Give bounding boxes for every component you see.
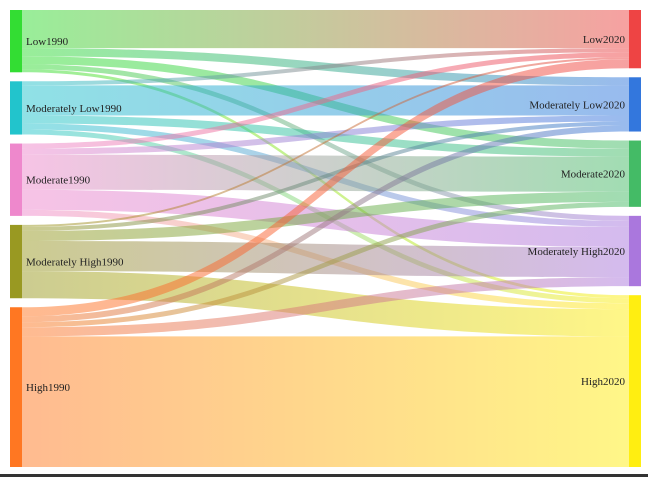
node-right-1[interactable]	[629, 77, 641, 132]
node-left-0[interactable]	[10, 10, 22, 73]
node-label-left: High1990	[26, 382, 71, 394]
link-1-to-0[interactable]	[22, 48, 629, 86]
link-3-to-1[interactable]	[22, 121, 629, 231]
link-2-to-0[interactable]	[22, 52, 629, 149]
node-label-left: Moderate1990	[26, 175, 91, 187]
node-right-4[interactable]	[629, 295, 641, 467]
node-right-3[interactable]	[629, 215, 641, 287]
nodes-group	[10, 10, 641, 467]
node-label-left: Low1990	[26, 36, 69, 48]
link-4-to-4[interactable]	[22, 336, 629, 467]
node-left-2[interactable]	[10, 143, 22, 216]
link-4-to-1[interactable]	[22, 125, 629, 323]
node-label-right: Low2020	[583, 34, 626, 46]
node-label-left: Moderately High1990	[26, 257, 124, 269]
node-label-right: Moderate2020	[561, 169, 626, 181]
link-3-to-0[interactable]	[22, 57, 629, 227]
node-left-1[interactable]	[10, 81, 22, 135]
node-right-0[interactable]	[629, 10, 641, 69]
node-left-4[interactable]	[10, 307, 22, 467]
link-4-to-0[interactable]	[22, 59, 629, 317]
node-label-left: Moderately Low1990	[26, 103, 122, 115]
node-left-3[interactable]	[10, 224, 22, 299]
link-4-to-2[interactable]	[22, 201, 629, 328]
link-2-to-2[interactable]	[22, 154, 629, 192]
node-label-right: Moderately Low2020	[529, 99, 625, 111]
node-right-2[interactable]	[629, 140, 641, 207]
link-3-to-3[interactable]	[22, 240, 629, 278]
link-4-to-3[interactable]	[22, 277, 629, 337]
link-2-to-1[interactable]	[22, 115, 629, 155]
node-label-right: Moderately High2020	[528, 246, 626, 258]
link-3-to-2[interactable]	[22, 191, 629, 241]
link-0-to-0[interactable]	[22, 10, 629, 49]
links-group	[22, 10, 629, 467]
labels-group: Low1990 Moderately Low1990 Moderate1990 Mod…	[26, 34, 626, 394]
node-label-right: High2020	[581, 376, 626, 388]
